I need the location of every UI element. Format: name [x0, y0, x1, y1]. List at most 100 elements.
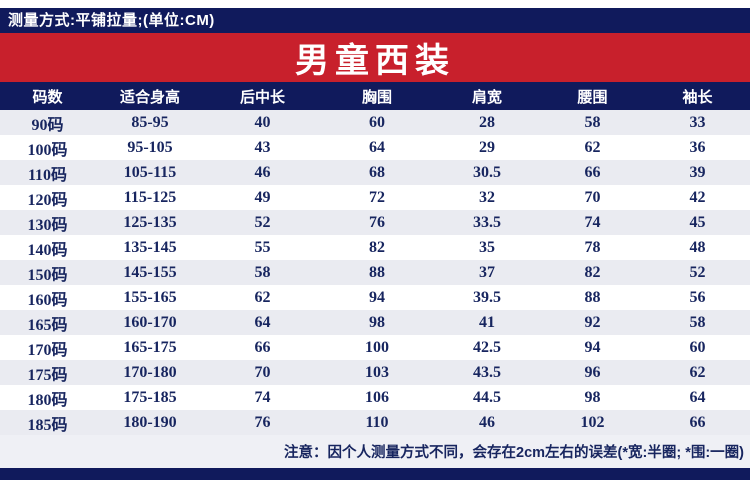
size-cell: 100码	[0, 135, 95, 160]
size-table-body: 90码 85-95 40 60 28 58 33 100码 95-105 43 64 29 62 36 11…	[0, 110, 750, 435]
table-cell: 160-170	[95, 310, 205, 335]
table-cell: 58	[540, 110, 645, 135]
table-cell: 60	[320, 110, 434, 135]
top-margin	[0, 0, 750, 8]
table-cell: 37	[434, 260, 540, 285]
column-header: 码数	[0, 82, 95, 110]
size-cell: 160码	[0, 285, 95, 310]
table-cell: 88	[320, 260, 434, 285]
table-row: 170码 165-175 66 100 42.5 94 60	[0, 335, 750, 360]
product-banner: 男童西装	[0, 33, 750, 82]
note-text: 注意：因个人测量方式不同，会存在2cm左右的误差(*宽:半圈; *围:一圈)	[284, 445, 744, 461]
table-cell: 36	[645, 135, 750, 160]
table-cell: 46	[205, 160, 320, 185]
table-row: 130码 125-135 52 76 33.5 74 45	[0, 210, 750, 235]
table-cell: 110	[320, 410, 434, 435]
column-header: 后中长	[205, 82, 320, 110]
table-cell: 70	[540, 185, 645, 210]
table-cell: 115-125	[95, 185, 205, 210]
table-cell: 96	[540, 360, 645, 385]
table-cell: 39.5	[434, 285, 540, 310]
measurement-method-bar: 测量方式:平铺拉量;(单位:CM)	[0, 8, 750, 33]
table-cell: 78	[540, 235, 645, 260]
table-cell: 76	[205, 410, 320, 435]
table-cell: 82	[540, 260, 645, 285]
table-cell: 100	[320, 335, 434, 360]
table-cell: 32	[434, 185, 540, 210]
size-cell: 175码	[0, 360, 95, 385]
table-row: 160码 155-165 62 94 39.5 88 56	[0, 285, 750, 310]
header-row: 码数 适合身高 后中长 胸围 肩宽 腰围 袖长	[0, 82, 750, 110]
table-cell: 64	[320, 135, 434, 160]
table-cell: 46	[434, 410, 540, 435]
table-cell: 62	[205, 285, 320, 310]
table-row: 165码 160-170 64 98 41 92 58	[0, 310, 750, 335]
table-cell: 105-115	[95, 160, 205, 185]
table-cell: 92	[540, 310, 645, 335]
size-cell: 165码	[0, 310, 95, 335]
table-cell: 43	[205, 135, 320, 160]
table-cell: 41	[434, 310, 540, 335]
table-cell: 33	[645, 110, 750, 135]
table-cell: 74	[540, 210, 645, 235]
table-cell: 170-180	[95, 360, 205, 385]
table-row: 180码 175-185 74 106 44.5 98 64	[0, 385, 750, 410]
table-cell: 52	[645, 260, 750, 285]
table-cell: 106	[320, 385, 434, 410]
table-cell: 35	[434, 235, 540, 260]
table-cell: 70	[205, 360, 320, 385]
column-header: 肩宽	[434, 82, 540, 110]
table-cell: 175-185	[95, 385, 205, 410]
table-cell: 58	[205, 260, 320, 285]
table-cell: 145-155	[95, 260, 205, 285]
table-cell: 62	[540, 135, 645, 160]
size-cell: 90码	[0, 110, 95, 135]
table-cell: 39	[645, 160, 750, 185]
table-cell: 64	[205, 310, 320, 335]
table-cell: 66	[205, 335, 320, 360]
table-row: 100码 95-105 43 64 29 62 36	[0, 135, 750, 160]
table-cell: 60	[645, 335, 750, 360]
table-cell: 85-95	[95, 110, 205, 135]
table-cell: 165-175	[95, 335, 205, 360]
size-cell: 185码	[0, 410, 95, 435]
table-row: 175码 170-180 70 103 43.5 96 62	[0, 360, 750, 385]
size-table: 码数 适合身高 后中长 胸围 肩宽 腰围 袖长 90码 85-95 40 60 28 58 33 100码…	[0, 82, 750, 435]
table-cell: 48	[645, 235, 750, 260]
table-cell: 180-190	[95, 410, 205, 435]
column-header: 腰围	[540, 82, 645, 110]
table-cell: 102	[540, 410, 645, 435]
table-cell: 56	[645, 285, 750, 310]
table-cell: 98	[320, 310, 434, 335]
table-cell: 29	[434, 135, 540, 160]
table-cell: 30.5	[434, 160, 540, 185]
table-cell: 44.5	[434, 385, 540, 410]
table-row: 150码 145-155 58 88 37 82 52	[0, 260, 750, 285]
bottom-bar	[0, 468, 750, 480]
size-cell: 130码	[0, 210, 95, 235]
table-cell: 42	[645, 185, 750, 210]
table-cell: 28	[434, 110, 540, 135]
table-cell: 76	[320, 210, 434, 235]
table-cell: 33.5	[434, 210, 540, 235]
table-cell: 95-105	[95, 135, 205, 160]
table-cell: 49	[205, 185, 320, 210]
table-cell: 62	[645, 360, 750, 385]
product-title: 男童西装	[295, 43, 455, 80]
table-cell: 45	[645, 210, 750, 235]
table-cell: 55	[205, 235, 320, 260]
table-cell: 98	[540, 385, 645, 410]
table-cell: 82	[320, 235, 434, 260]
table-row: 90码 85-95 40 60 28 58 33	[0, 110, 750, 135]
table-cell: 74	[205, 385, 320, 410]
column-header: 胸围	[320, 82, 434, 110]
note-row: 注意：因个人测量方式不同，会存在2cm左右的误差(*宽:半圈; *围:一圈)	[0, 435, 750, 468]
table-cell: 125-135	[95, 210, 205, 235]
table-cell: 94	[540, 335, 645, 360]
table-cell: 66	[645, 410, 750, 435]
table-cell: 94	[320, 285, 434, 310]
size-cell: 180码	[0, 385, 95, 410]
table-cell: 42.5	[434, 335, 540, 360]
table-row: 120码 115-125 49 72 32 70 42	[0, 185, 750, 210]
